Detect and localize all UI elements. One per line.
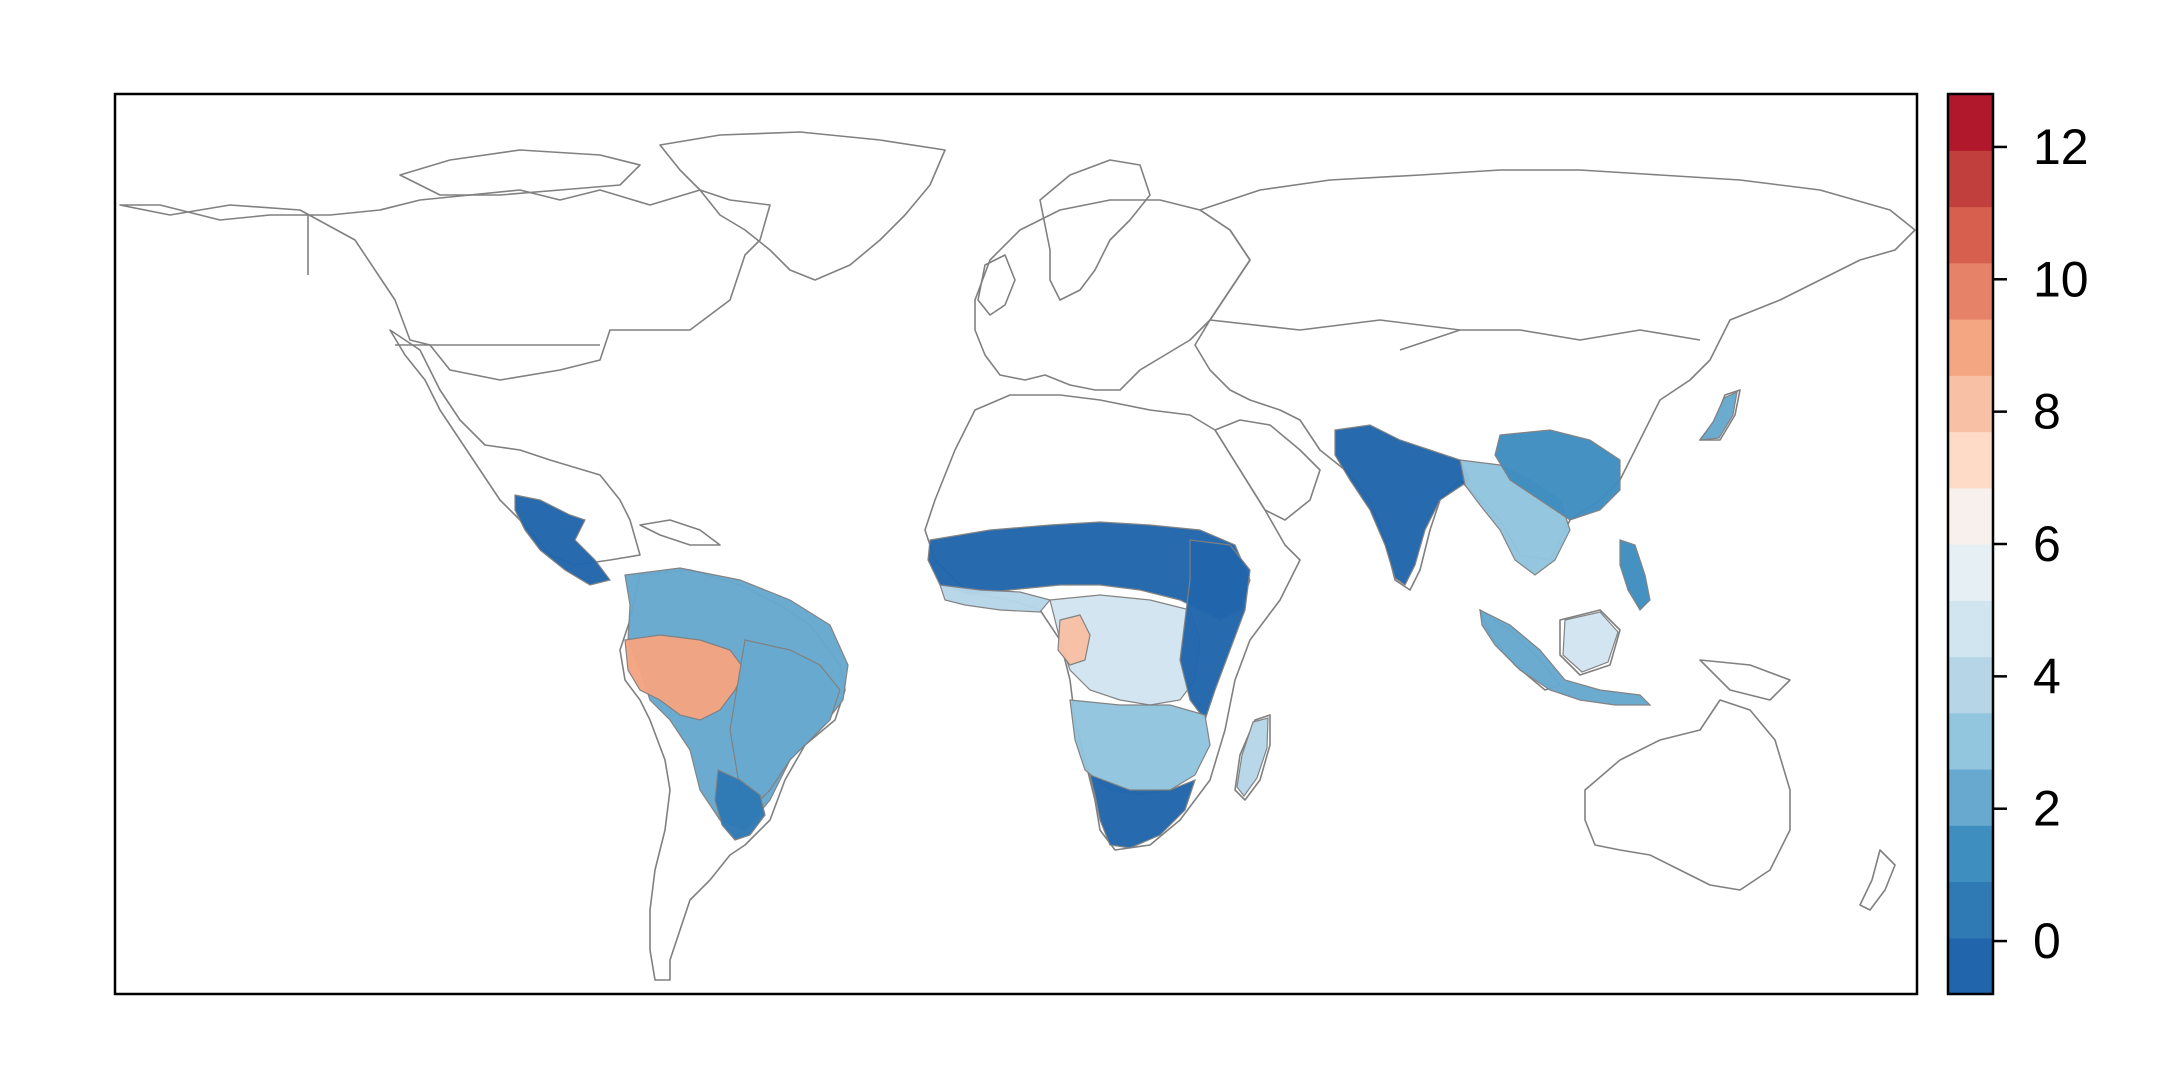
colorbar-level xyxy=(1948,600,1993,658)
colorbar-level xyxy=(1948,431,1993,489)
map-frame xyxy=(113,92,1919,996)
region-western-amazon xyxy=(624,634,746,721)
region-india xyxy=(1334,424,1471,586)
region-south-africa xyxy=(1089,774,1196,849)
region-maritime-southeast-asia xyxy=(1479,608,1652,706)
colorbar-levels xyxy=(1948,94,1993,995)
region-west-africa-coast xyxy=(939,584,1052,613)
north-america-south-outline xyxy=(389,329,641,566)
region-japan xyxy=(1698,390,1738,441)
scandinavia-outline xyxy=(1039,159,1151,301)
australia-outline xyxy=(1584,699,1791,891)
region-gabon xyxy=(1057,614,1091,666)
russia-border xyxy=(1209,319,1461,331)
colorbar-tick-label: 6 xyxy=(2033,516,2061,572)
data-layer xyxy=(514,390,1738,849)
colorbar-tick-label: 0 xyxy=(2033,913,2061,969)
colorbar-level xyxy=(1948,94,1993,151)
region-borneo xyxy=(1562,611,1619,673)
region-central-africa xyxy=(1049,594,1201,706)
colorbar-level xyxy=(1948,262,1993,320)
region-southern-africa xyxy=(1069,699,1211,796)
colorbar-tick-label: 8 xyxy=(2033,384,2061,440)
arctic-islands-outline xyxy=(399,149,641,196)
colorbar-tick-label: 12 xyxy=(2033,119,2089,175)
colorbar-level xyxy=(1948,544,1993,601)
region-madagascar xyxy=(1236,717,1269,798)
new-zealand-outline xyxy=(1859,849,1896,911)
colorbar-tick-label: 2 xyxy=(2033,781,2061,837)
colorbar-level xyxy=(1948,206,1993,264)
region-southern-brazil xyxy=(714,769,766,841)
madagascar-outline xyxy=(1234,714,1271,801)
europe-outline xyxy=(974,199,1251,391)
borneo-outline xyxy=(1559,609,1621,676)
colorbar-level xyxy=(1948,487,1993,545)
china-border xyxy=(1399,329,1701,351)
region-southern-china xyxy=(1494,429,1621,521)
new-guinea-outline xyxy=(1699,659,1791,701)
map-panel xyxy=(113,92,1919,996)
colorbar-level xyxy=(1948,712,1993,770)
colorbar-level xyxy=(1948,150,1993,208)
colorbar-level xyxy=(1948,881,1993,939)
colorbar-tick-label: 10 xyxy=(2033,251,2089,307)
colorbar-level xyxy=(1948,769,1993,826)
colorbar-level xyxy=(1948,656,1993,714)
british-isles-outline xyxy=(977,254,1016,316)
greenland-outline xyxy=(659,131,946,281)
colorbar-level xyxy=(1948,319,1993,376)
region-philippines xyxy=(1619,539,1651,611)
north-america-outline xyxy=(119,189,771,381)
arabia-outline xyxy=(1214,419,1321,521)
region-central-america xyxy=(514,494,612,586)
cuba-outline xyxy=(639,519,721,546)
colorbar-ticks: 0 2 4 6 8 10 12 xyxy=(1993,119,2089,969)
colorbar-level xyxy=(1948,937,1993,995)
colorbar-tick-label: 4 xyxy=(2033,648,2061,704)
colorbar: 0 2 4 6 8 10 12 xyxy=(1946,92,2089,996)
region-brazil xyxy=(729,639,841,806)
colorbar-level xyxy=(1948,825,1993,883)
colorbar-level xyxy=(1948,375,1993,433)
region-east-africa xyxy=(1179,539,1251,722)
